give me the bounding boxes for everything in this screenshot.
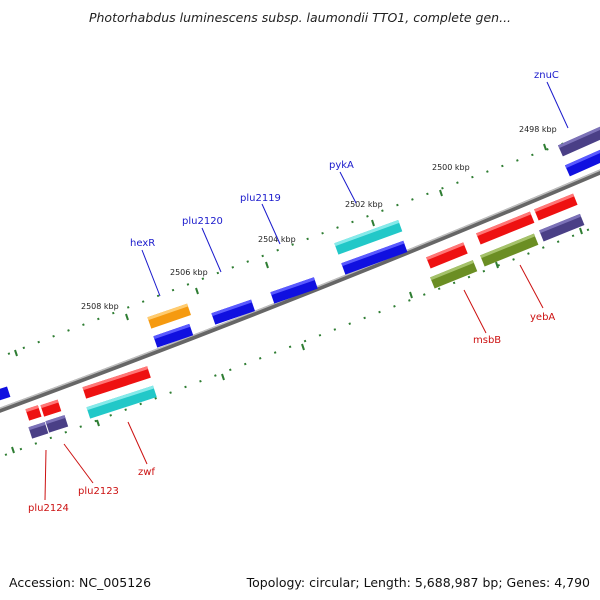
feature-yebA-red[interactable]	[534, 193, 578, 221]
feature-msbB-red[interactable]	[426, 242, 468, 269]
feature-left-edge-blue[interactable]	[0, 386, 11, 401]
gene-label-hexR[interactable]: hexR	[130, 238, 155, 249]
kbp-label-2502: 2502 kbp	[345, 200, 383, 209]
feature-plu2123-red[interactable]	[40, 399, 62, 417]
kbp-label-2506: 2506 kbp	[170, 268, 208, 277]
feature-znuC-blue[interactable]	[564, 149, 600, 177]
gene-label-msbB[interactable]: msbB	[473, 335, 501, 346]
feature-zwf-cyan[interactable]	[86, 385, 157, 419]
feature-yebA-olive[interactable]	[480, 233, 539, 267]
gene-label-yebA[interactable]: yebA	[530, 312, 555, 323]
forward-major-ticks	[14, 143, 547, 357]
gene-label-plu2123[interactable]: plu2123	[78, 486, 119, 497]
accession-text: Accession: NC_005126	[9, 575, 152, 590]
kbp-label-2508: 2508 kbp	[81, 302, 119, 311]
feature-znuC-purple[interactable]	[557, 126, 600, 157]
feature-pykA-blue[interactable]	[341, 240, 408, 275]
forward-tick-ring	[7, 129, 600, 355]
feature-plu2123-purple[interactable]	[45, 415, 69, 433]
gene-label-plu2120[interactable]: plu2120	[182, 216, 223, 227]
feature-msbB-olive[interactable]	[430, 260, 478, 289]
forward-leader-lines	[141, 81, 569, 297]
genome-backbone	[0, 169, 600, 413]
gene-label-znuC[interactable]: znuC	[534, 70, 559, 81]
feature-plu2120-blue[interactable]	[211, 299, 255, 325]
feature-yebA-purple[interactable]	[539, 213, 585, 242]
feature-blocks	[0, 126, 600, 439]
reverse-tick-ring	[4, 224, 600, 456]
gene-label-zwf[interactable]: zwf	[138, 467, 155, 478]
reverse-leader-lines	[44, 264, 544, 501]
kbp-label-2504: 2504 kbp	[258, 235, 296, 244]
kbp-label-2498: 2498 kbp	[519, 125, 557, 134]
gene-label-plu2119[interactable]: plu2119	[240, 193, 281, 204]
feature-pykA-cyan[interactable]	[334, 220, 403, 255]
feature-zwf-red[interactable]	[82, 366, 151, 399]
feature-plu2124-purple[interactable]	[28, 421, 49, 439]
feature-hexR-blue[interactable]	[153, 323, 194, 348]
feature-plu2124-red[interactable]	[25, 405, 42, 421]
feature-hexR-orange[interactable]	[147, 303, 191, 329]
kbp-label-2500: 2500 kbp	[432, 163, 470, 172]
gene-label-plu2124[interactable]: plu2124	[28, 503, 69, 514]
genome-summary-text: Topology: circular; Length: 5,688,987 bp…	[246, 575, 590, 590]
feature-yebA-red-2[interactable]	[476, 211, 535, 245]
feature-plu2119-blue[interactable]	[270, 277, 318, 304]
gene-label-pykA[interactable]: pykA	[329, 160, 354, 171]
map-title: Photorhabdus luminescens subsp. laumondi…	[88, 10, 512, 25]
reverse-major-ticks	[11, 227, 583, 454]
